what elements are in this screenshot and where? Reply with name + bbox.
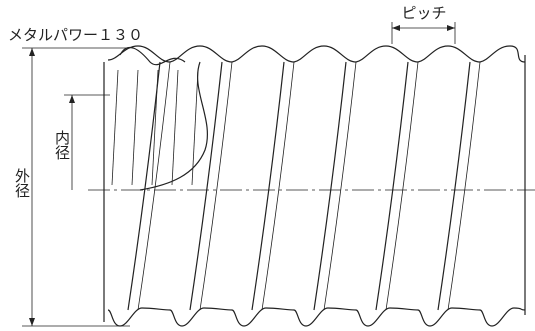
inner-diameter-label: 内径: [53, 130, 71, 160]
outer-diameter-dimension: [22, 48, 130, 326]
hose-line: [262, 62, 294, 310]
pitch-label: ピッチ: [401, 4, 446, 22]
pitch-dimension: [392, 22, 455, 44]
hose-line: [112, 70, 118, 185]
title: メタルパワー１３０: [8, 26, 143, 44]
hose-line: [132, 70, 138, 185]
hose-line: [324, 62, 356, 310]
hose-line: [200, 62, 232, 310]
hose-line: [120, 47, 185, 64]
hose-line: [386, 62, 418, 310]
hose-line: [448, 62, 480, 310]
hose-line: [108, 308, 525, 326]
outer-diameter-label: 外径: [13, 168, 31, 198]
hose-line: [192, 70, 198, 185]
hose-body: [104, 46, 525, 326]
hose-line: [138, 62, 170, 310]
hose-line: [172, 70, 178, 185]
hose-diagram: メタルパワー１３０ ピッチ 外径 内径: [0, 0, 535, 331]
